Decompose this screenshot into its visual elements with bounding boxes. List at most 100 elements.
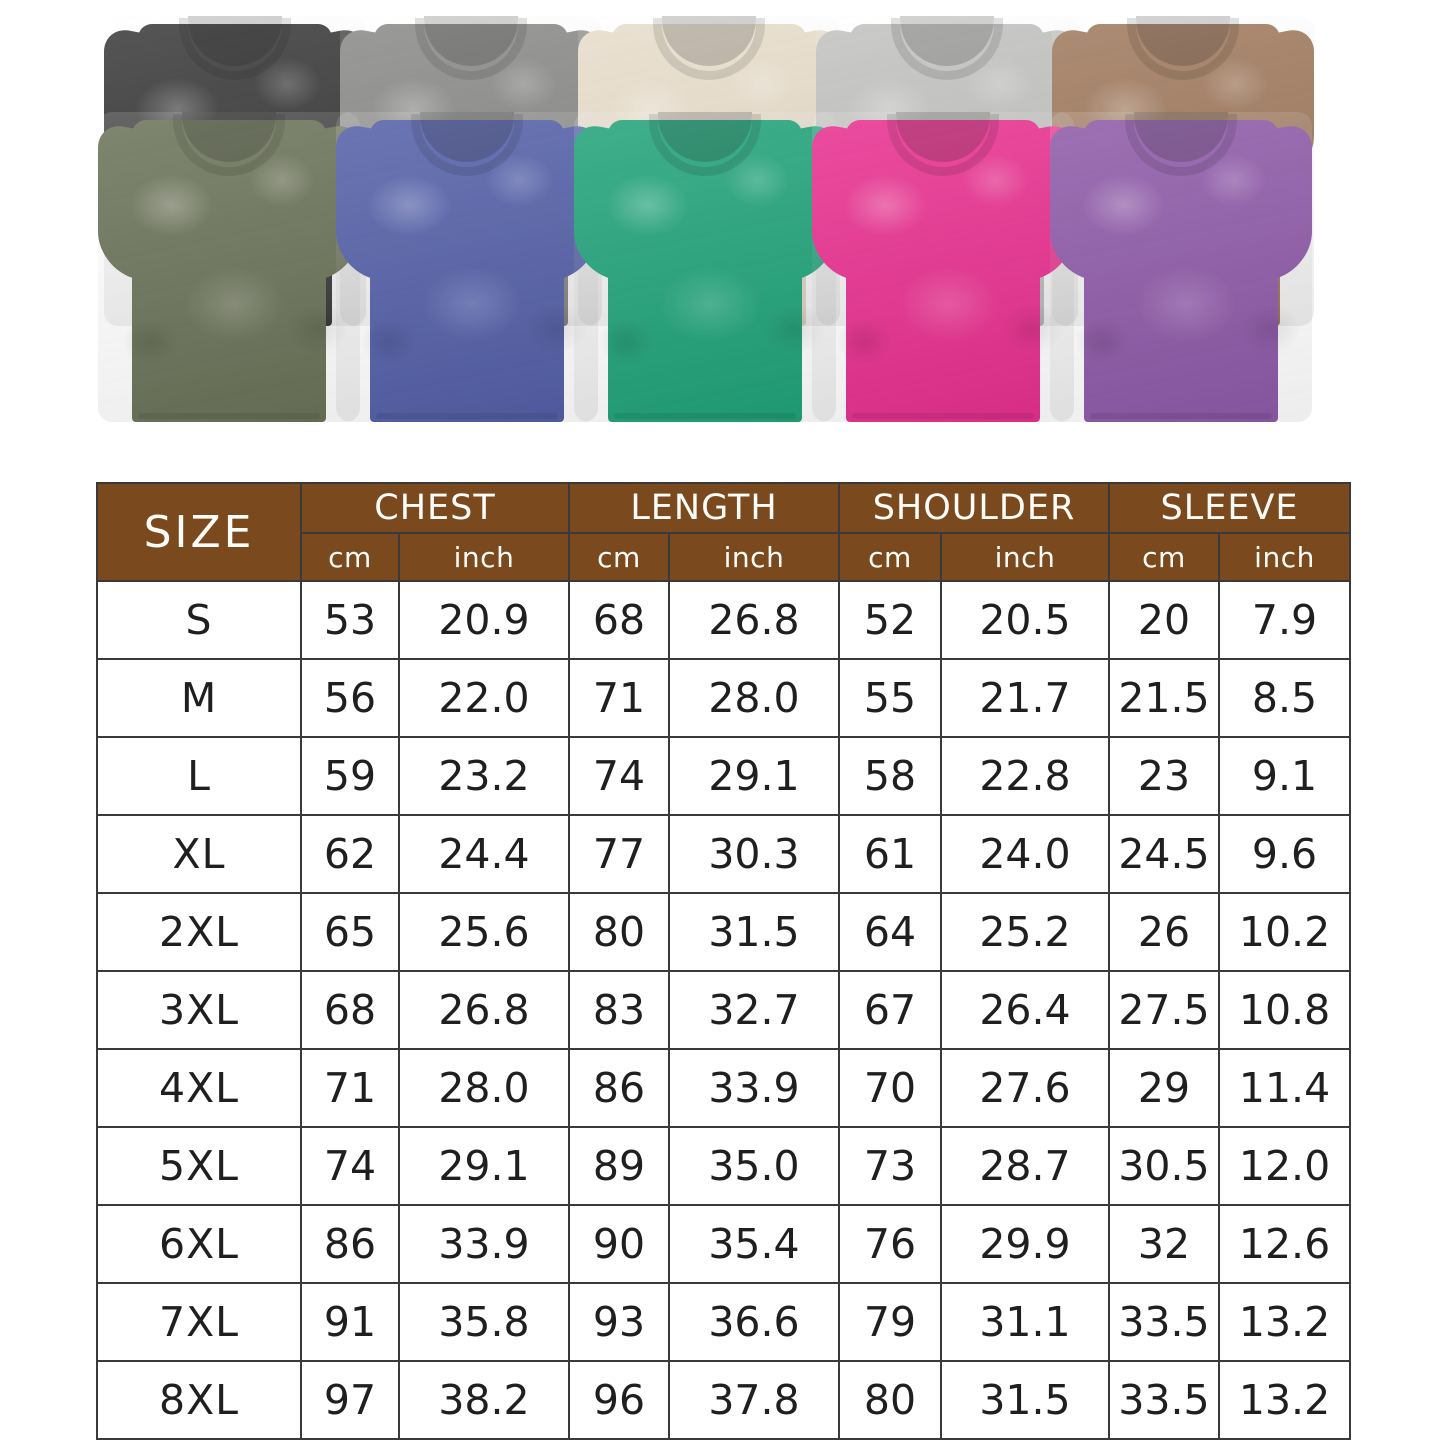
measure-cell-chest-in: 35.8 — [398, 1282, 570, 1362]
tshirt-hem — [138, 413, 320, 419]
measure-cell-length-in: 37.8 — [668, 1360, 840, 1440]
size-cell: S — [96, 580, 302, 660]
size-chart: SIZE CHEST LENGTH SHOULDER SLEEVE cm inc… — [96, 482, 1352, 1440]
measure-cell-chest-cm: 74 — [300, 1126, 400, 1206]
measure-cell-chest-cm: 53 — [300, 580, 400, 660]
measure-cell-sleeve-cm: 29 — [1108, 1048, 1220, 1128]
measure-cell-length-in: 30.3 — [668, 814, 840, 894]
measure-cell-sleeve-cm: 26 — [1108, 892, 1220, 972]
unit-header-sleeve-inch: inch — [1217, 532, 1352, 582]
size-cell: 6XL — [96, 1204, 302, 1284]
measure-cell-shoulder-cm: 58 — [838, 736, 942, 816]
table-row: XL 62 24.4 77 30.3 61 24.0 24.5 9.6 — [96, 814, 1352, 894]
measure-cell-chest-cm: 59 — [300, 736, 400, 816]
column-header-length: LENGTH — [568, 482, 840, 534]
column-header-sleeve: SLEEVE — [1107, 482, 1352, 534]
measure-cell-chest-in: 24.4 — [398, 814, 570, 894]
measure-cell-sleeve-cm: 32 — [1108, 1204, 1220, 1284]
measure-cell-length-cm: 90 — [568, 1204, 670, 1284]
measure-cell-shoulder-cm: 70 — [838, 1048, 942, 1128]
measure-cell-length-cm: 80 — [568, 892, 670, 972]
measure-cell-length-in: 36.6 — [668, 1282, 840, 1362]
measure-cell-length-cm: 83 — [568, 970, 670, 1050]
measure-cell-length-cm: 86 — [568, 1048, 670, 1128]
measure-cell-length-in: 29.1 — [668, 736, 840, 816]
measure-cell-length-in: 33.9 — [668, 1048, 840, 1128]
measure-cell-shoulder-cm: 61 — [838, 814, 942, 894]
measure-cell-sleeve-cm: 24.5 — [1108, 814, 1220, 894]
tshirt-green — [574, 112, 836, 422]
table-row: 7XL 91 35.8 93 36.6 79 31.1 33.5 13.2 — [96, 1282, 1352, 1362]
table-row: 5XL 74 29.1 89 35.0 73 28.7 30.5 12.0 — [96, 1126, 1352, 1206]
measure-cell-length-cm: 96 — [568, 1360, 670, 1440]
measure-cell-shoulder-in: 27.6 — [940, 1048, 1110, 1128]
measure-cell-sleeve-cm: 23 — [1108, 736, 1220, 816]
measure-cell-length-in: 28.0 — [668, 658, 840, 738]
table-row: 3XL 68 26.8 83 32.7 67 26.4 27.5 10.8 — [96, 970, 1352, 1050]
measure-cell-sleeve-cm: 20 — [1108, 580, 1220, 660]
size-cell: 2XL — [96, 892, 302, 972]
measure-cell-shoulder-cm: 64 — [838, 892, 942, 972]
measure-cell-chest-cm: 65 — [300, 892, 400, 972]
measure-cell-shoulder-in: 20.5 — [940, 580, 1110, 660]
measure-cell-chest-cm: 86 — [300, 1204, 400, 1284]
measure-cell-shoulder-in: 29.9 — [940, 1204, 1110, 1284]
measure-cell-sleeve-in: 9.6 — [1217, 814, 1352, 894]
unit-header-chest-cm: cm — [300, 532, 400, 582]
measure-cell-length-in: 35.4 — [668, 1204, 840, 1284]
table-row: L 59 23.2 74 29.1 58 22.8 23 9.1 — [96, 736, 1352, 816]
measure-cell-sleeve-cm: 27.5 — [1108, 970, 1220, 1050]
unit-header-shoulder-cm: cm — [838, 532, 942, 582]
tshirt-hem — [1090, 413, 1272, 419]
measure-cell-shoulder-in: 22.8 — [940, 736, 1110, 816]
table-row: M 56 22.0 71 28.0 55 21.7 21.5 8.5 — [96, 658, 1352, 738]
unit-header-shoulder-inch: inch — [940, 532, 1110, 582]
measure-cell-shoulder-cm: 73 — [838, 1126, 942, 1206]
measure-cell-sleeve-cm: 30.5 — [1108, 1126, 1220, 1206]
header-row-groups: SIZE CHEST LENGTH SHOULDER SLEEVE — [96, 482, 1352, 582]
measure-cell-chest-in: 23.2 — [398, 736, 570, 816]
unit-header-chest-inch: inch — [398, 532, 570, 582]
measure-cell-chest-in: 29.1 — [398, 1126, 570, 1206]
tshirt-hem — [376, 413, 558, 419]
table-row: S 53 20.9 68 26.8 52 20.5 20 7.9 — [96, 580, 1352, 660]
measure-cell-sleeve-cm: 21.5 — [1108, 658, 1220, 738]
measure-cell-shoulder-in: 24.0 — [940, 814, 1110, 894]
table-row: 4XL 71 28.0 86 33.9 70 27.6 29 11.4 — [96, 1048, 1352, 1128]
size-cell: XL — [96, 814, 302, 894]
column-header-shoulder: SHOULDER — [838, 482, 1110, 534]
column-header-size: SIZE — [96, 482, 302, 582]
measure-cell-shoulder-in: 28.7 — [940, 1126, 1110, 1206]
measure-cell-shoulder-in: 21.7 — [940, 658, 1110, 738]
size-cell: M — [96, 658, 302, 738]
measure-cell-chest-cm: 68 — [300, 970, 400, 1050]
tshirt-blue — [336, 112, 598, 422]
measure-cell-shoulder-in: 31.1 — [940, 1282, 1110, 1362]
measure-cell-sleeve-cm: 33.5 — [1108, 1360, 1220, 1440]
size-chart-body: S 53 20.9 68 26.8 52 20.5 20 7.9 M 56 22.0 71 28.0 55 2… — [96, 580, 1352, 1440]
measure-cell-sleeve-in: 10.2 — [1217, 892, 1352, 972]
measure-cell-chest-in: 33.9 — [398, 1204, 570, 1284]
table-row: 8XL 97 38.2 96 37.8 80 31.5 33.5 13.2 — [96, 1360, 1352, 1440]
tshirt-hem — [852, 413, 1034, 419]
measure-cell-length-cm: 71 — [568, 658, 670, 738]
measure-cell-sleeve-in: 9.1 — [1217, 736, 1352, 816]
measure-cell-length-in: 32.7 — [668, 970, 840, 1050]
product-gallery — [0, 0, 1445, 462]
measure-cell-shoulder-in: 31.5 — [940, 1360, 1110, 1440]
size-cell: 4XL — [96, 1048, 302, 1128]
measure-cell-shoulder-cm: 80 — [838, 1360, 942, 1440]
unit-header-length-cm: cm — [568, 532, 670, 582]
measure-cell-chest-in: 20.9 — [398, 580, 570, 660]
measure-cell-length-cm: 74 — [568, 736, 670, 816]
measure-cell-sleeve-in: 12.6 — [1217, 1204, 1352, 1284]
measure-cell-sleeve-in: 13.2 — [1217, 1360, 1352, 1440]
measure-cell-length-cm: 77 — [568, 814, 670, 894]
tshirt-army-green — [98, 112, 360, 422]
header-row-units: cm inch cm inch cm inch cm inch — [97, 532, 1352, 582]
measure-cell-chest-in: 22.0 — [398, 658, 570, 738]
measure-cell-shoulder-cm: 79 — [838, 1282, 942, 1362]
size-cell: L — [96, 736, 302, 816]
measure-cell-sleeve-in: 12.0 — [1217, 1126, 1352, 1206]
size-cell: 5XL — [96, 1126, 302, 1206]
